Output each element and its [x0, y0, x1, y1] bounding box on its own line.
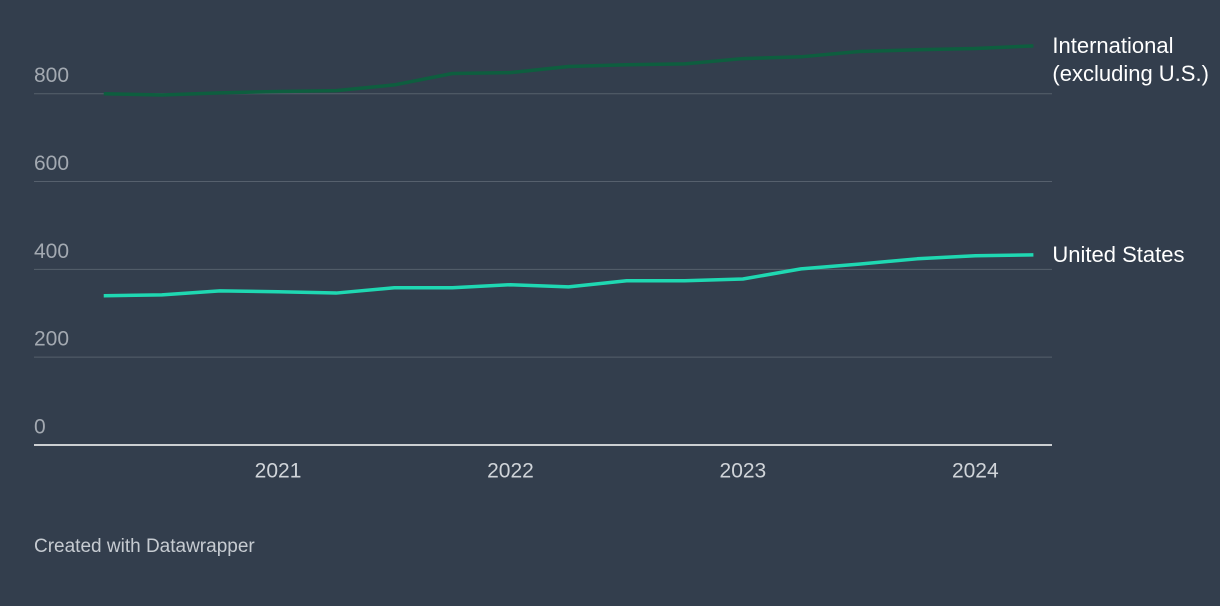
series-line: [103, 253, 1034, 298]
y-tick-label: 200: [34, 328, 69, 351]
series-label: International (excluding U.S.): [1052, 32, 1209, 86]
series-line: [103, 44, 1034, 97]
y-tick-label: 600: [34, 152, 69, 175]
x-tick-label: 2023: [720, 460, 767, 483]
y-tick-label: 800: [34, 64, 69, 87]
x-tick-label: 2024: [952, 460, 999, 483]
series-label: United States: [1052, 241, 1185, 267]
y-tick-label: 400: [34, 240, 69, 263]
footer: Created with Datawrapper: [34, 536, 255, 557]
x-tick-label: 2021: [255, 460, 302, 483]
x-tick-label: 2022: [487, 460, 534, 483]
y-tick-label: 0: [34, 416, 46, 439]
